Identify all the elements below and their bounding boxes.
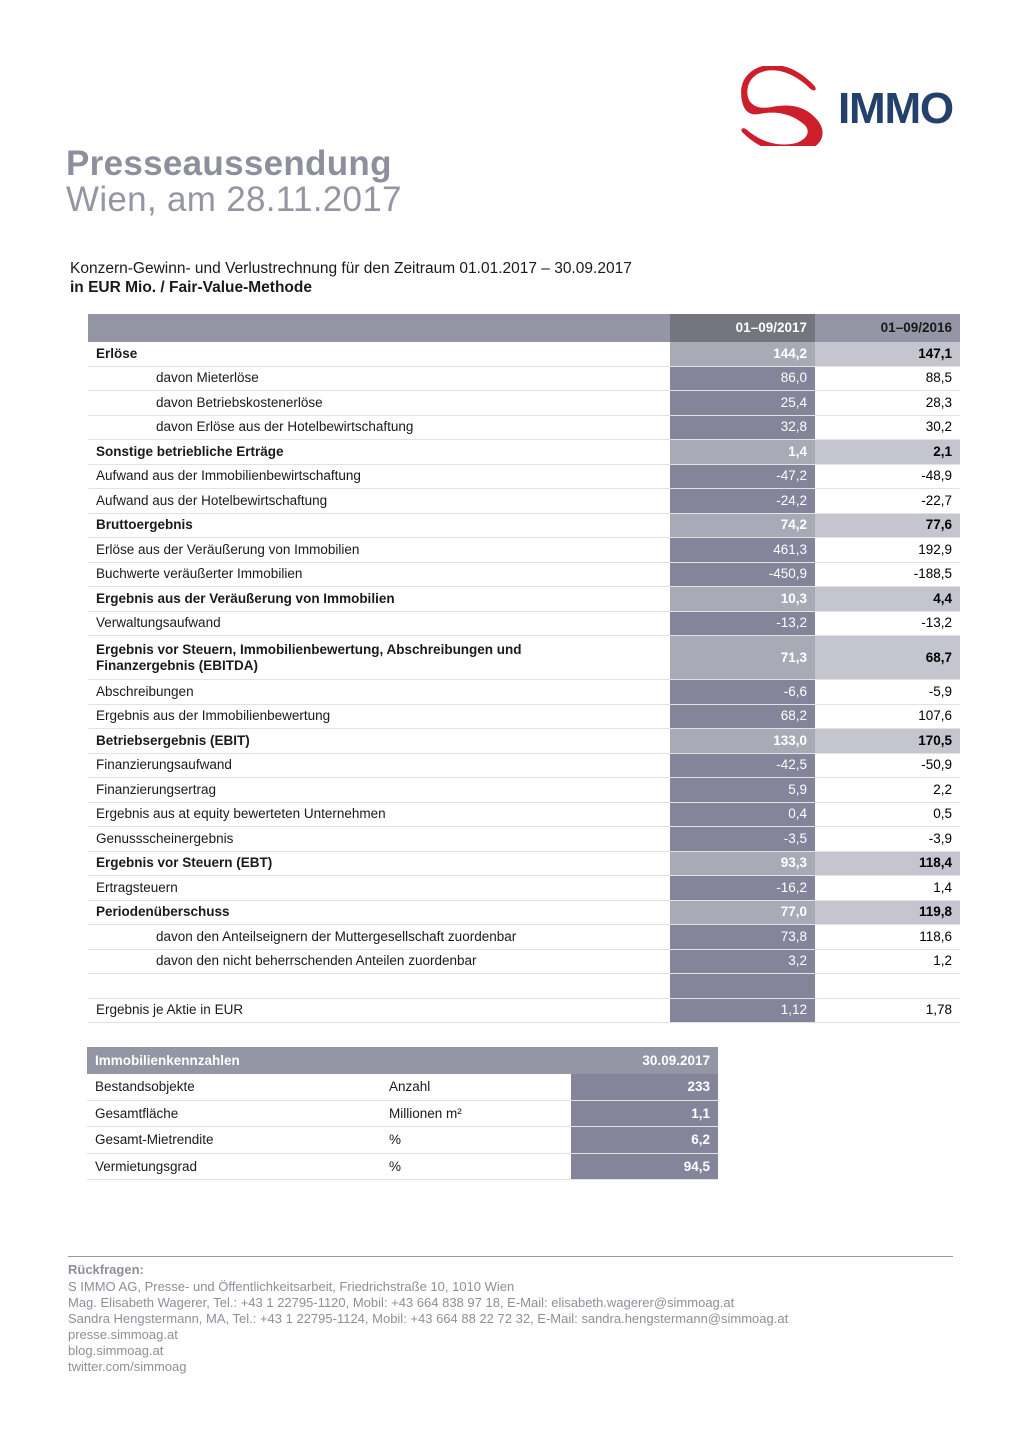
svg-text:IMMO: IMMO xyxy=(838,84,953,133)
